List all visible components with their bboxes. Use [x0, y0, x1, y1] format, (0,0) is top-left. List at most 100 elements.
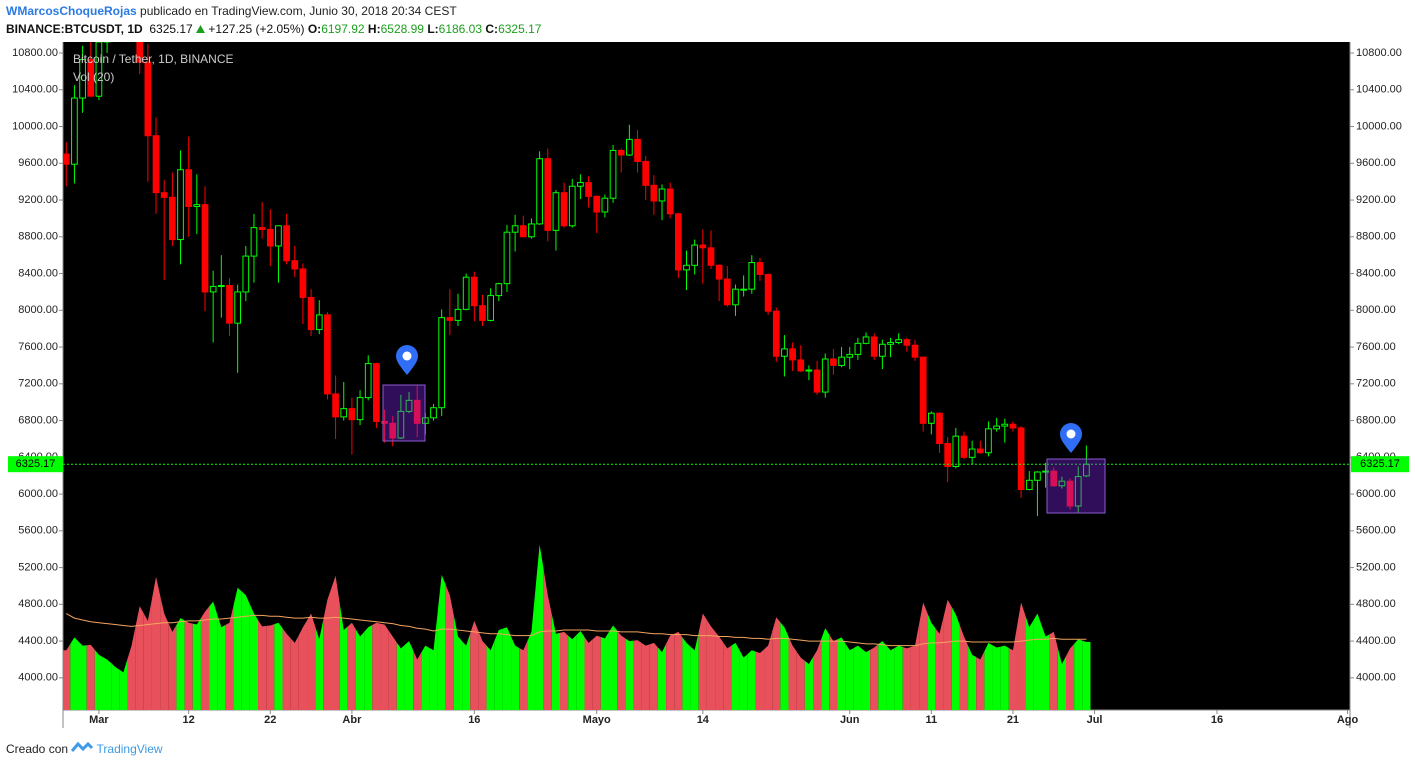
candle-body: [528, 223, 535, 238]
candle-body: [511, 225, 519, 233]
highlight-box[interactable]: [1046, 458, 1106, 514]
y-tick-label: 4400.00: [1356, 635, 1396, 647]
candle-body: [373, 363, 380, 422]
candle-body: [446, 317, 454, 321]
volume-area: [274, 622, 283, 710]
brand-logo: [71, 741, 94, 752]
y-tick-label: 8400.00: [18, 267, 58, 279]
volume-area: [1041, 625, 1050, 710]
volume-area: [968, 645, 977, 710]
volume-area: [959, 625, 969, 710]
volume-area: [151, 576, 161, 710]
candle-body: [789, 348, 796, 361]
candle-body: [397, 410, 405, 439]
volume-area: [111, 663, 120, 710]
candle-body: [185, 169, 193, 207]
candle-body: [879, 343, 886, 357]
candle-body: [413, 399, 421, 424]
candle-body: [985, 428, 992, 454]
candle-body: [315, 314, 323, 331]
candle-body: [838, 356, 845, 366]
candle-body: [911, 344, 919, 358]
volume-area: [527, 588, 536, 710]
publish-line: WMarcosChoqueRojas publicado en TradingV…: [6, 4, 457, 18]
volume-area: [739, 650, 748, 710]
candle-body: [740, 288, 747, 291]
volume-area: [119, 659, 128, 710]
volume-area: [519, 641, 528, 710]
candle-body: [903, 339, 911, 346]
candle-body: [364, 363, 372, 399]
x-tick-label: 14: [697, 714, 710, 726]
y-tick-label: 10400.00: [1356, 84, 1402, 96]
candle-body: [617, 149, 625, 156]
volume-area: [307, 613, 316, 710]
y-tick-label: 10800.00: [1356, 47, 1402, 59]
volume-area: [535, 544, 544, 710]
volume-area: [560, 631, 569, 710]
x-tick-label: Ago: [1337, 714, 1359, 726]
volume-area: [747, 650, 756, 710]
volume-area: [217, 614, 226, 710]
volume-area: [625, 638, 634, 710]
volume-area: [258, 619, 267, 710]
candle-body: [112, 0, 118, 33]
volume-area: [372, 622, 381, 710]
y-tick-label: 6800.00: [1356, 414, 1396, 426]
candle-body: [275, 225, 282, 247]
volume-area: [241, 591, 250, 710]
volume-area: [1057, 647, 1066, 710]
candle-body: [1050, 470, 1058, 487]
candle-body: [707, 247, 715, 266]
volume-label: Vol (20): [73, 70, 114, 84]
volume-area: [576, 630, 585, 710]
pin-dot: [1066, 429, 1076, 439]
candle-body: [71, 97, 78, 165]
volume-area: [1008, 626, 1018, 710]
candle-body: [160, 192, 168, 198]
volume-area: [723, 642, 732, 710]
y-tick-label: 10800.00: [12, 47, 58, 59]
volume-area: [1033, 613, 1042, 710]
volume-area: [478, 630, 487, 710]
volume-area: [192, 618, 201, 710]
candle-body: [324, 314, 331, 395]
candle-body: [169, 196, 176, 241]
last-price: 6325.17: [149, 22, 193, 36]
candle-body: [813, 369, 821, 393]
candle-body: [258, 227, 266, 230]
candle-body: [291, 260, 299, 270]
volume-area: [666, 633, 675, 710]
high: 6528.99: [380, 22, 424, 36]
y-tick-label: 5200.00: [1356, 561, 1396, 573]
chart: Bitcoin / Tether, 1D, BINANCE Vol (20) 4…: [8, 0, 1409, 728]
candle-body: [103, 42, 111, 43]
h-label: H:: [367, 22, 381, 36]
candle-body: [764, 273, 772, 312]
candle-body: [936, 412, 943, 445]
y-tick-label: 9200.00: [1356, 194, 1396, 206]
volume-area: [706, 619, 716, 710]
volume-area: [772, 617, 781, 710]
candle-body: [887, 341, 894, 345]
volume-area: [902, 647, 911, 710]
y-tick-label: 9200.00: [18, 194, 58, 206]
volume-area: [927, 612, 936, 710]
volume-area: [919, 602, 928, 710]
candle-body: [993, 425, 1000, 430]
candle-body: [63, 153, 70, 165]
candle-body: [1074, 476, 1082, 507]
volume-area: [951, 607, 960, 710]
volume-area: [829, 634, 838, 710]
author[interactable]: WMarcosChoqueRojas: [6, 4, 137, 18]
candle-body: [862, 336, 870, 344]
volume-area: [404, 641, 414, 710]
candle-body: [348, 408, 356, 421]
x-tick-label: Mayo: [583, 714, 611, 726]
volume-area: [143, 598, 152, 710]
brand[interactable]: TradingView: [96, 742, 163, 756]
candle-body: [283, 225, 290, 262]
volume-area: [788, 636, 797, 710]
y-tick-label: 5200.00: [18, 561, 58, 573]
highlight-box[interactable]: [382, 384, 426, 442]
